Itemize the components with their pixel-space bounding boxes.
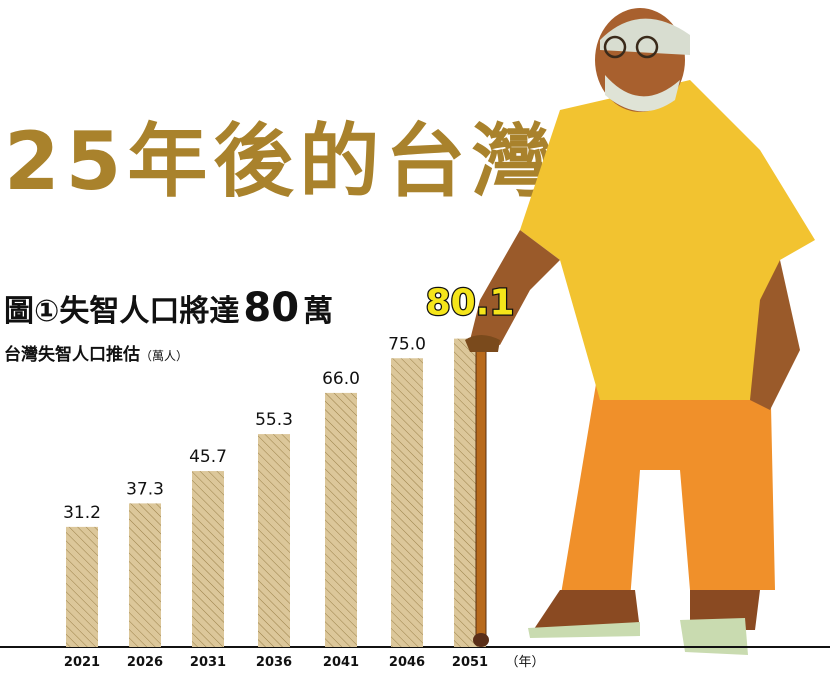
elderly-man-illustration [470, 8, 815, 655]
x-tick-2036: 2036 [256, 655, 292, 670]
page-title: 25年後的台灣 [4, 115, 558, 208]
value-label-2031: 45.7 [189, 447, 227, 467]
value-label-2021: 31.2 [63, 503, 101, 523]
value-label-2051: 80.1 [426, 283, 515, 324]
chart-heading: 圖①失智人口將達 80 萬 [4, 288, 333, 332]
x-tick-2046: 2046 [389, 655, 425, 670]
heading-prefix: 圖①失智人口將達 [4, 294, 240, 329]
chart-caption: 台灣失智人口推估（萬人） [4, 340, 188, 365]
caption-text: 台灣失智人口推估 [4, 345, 140, 365]
value-label-2036: 55.3 [255, 410, 293, 430]
value-label-2041: 66.0 [322, 369, 360, 389]
x-tick-2026: 2026 [127, 655, 163, 670]
bar-2021 [66, 526, 98, 647]
heading-suffix: 萬 [303, 294, 334, 329]
bar-2046 [391, 358, 423, 647]
heading-number: 80 [243, 285, 300, 331]
cane [465, 335, 500, 647]
x-axis-unit: （年） [505, 655, 544, 670]
bar-2031 [192, 471, 224, 647]
x-tick-2041: 2041 [323, 655, 359, 670]
x-tick-2021: 2021 [64, 655, 100, 670]
value-label-2026: 37.3 [126, 479, 164, 499]
value-label-2046: 75.0 [388, 334, 426, 354]
bar-2041 [325, 392, 357, 647]
caption-unit: （萬人） [140, 349, 189, 363]
bar-2036 [258, 434, 290, 647]
x-tick-2051: 2051 [452, 655, 488, 670]
x-tick-2031: 2031 [190, 655, 226, 670]
bar-2026 [129, 503, 161, 647]
